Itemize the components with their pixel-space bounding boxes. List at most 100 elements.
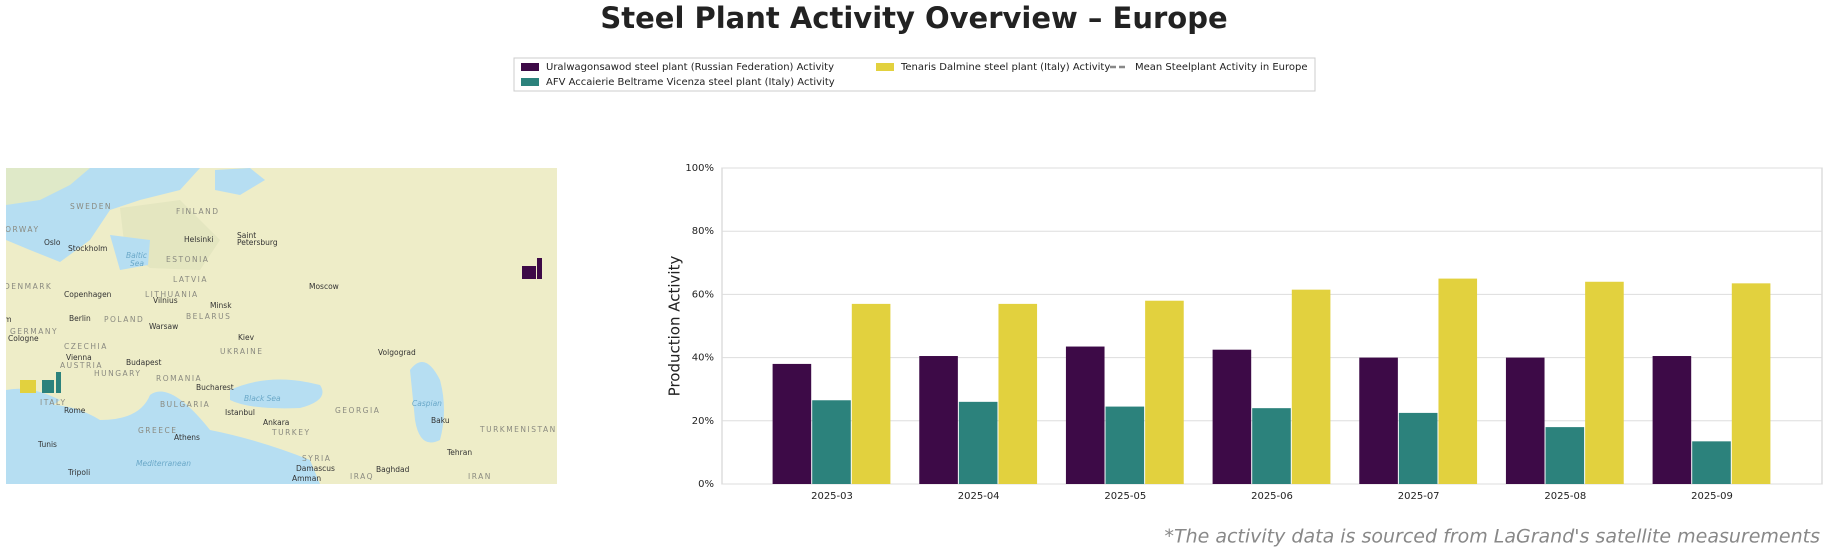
map-label: NORWAY <box>0 225 40 234</box>
map-label: Vilnius <box>153 296 178 305</box>
map-label: FINLAND <box>176 207 220 216</box>
map-label: Copenhagen <box>64 290 112 299</box>
bar <box>1252 408 1291 484</box>
map-label: Moscow <box>309 282 339 291</box>
map-label: AUSTRIA <box>60 361 103 370</box>
map-label: LATVIA <box>173 275 208 284</box>
map-label: GREECE <box>138 426 177 435</box>
plant-marker <box>42 372 61 393</box>
map-label: POLAND <box>104 315 144 324</box>
map-label: Baghdad <box>376 465 410 474</box>
legend-label: Tenaris Dalmine steel plant (Italy) Acti… <box>900 62 1110 73</box>
map-label: Kiev <box>238 333 255 342</box>
y-tick-label: 100% <box>685 163 714 174</box>
map-label: UKRAINE <box>220 347 264 356</box>
map-label: Black Sea <box>244 394 281 403</box>
map-label: Damascus <box>296 464 335 473</box>
map-label: ROMANIA <box>156 374 202 383</box>
bar <box>1359 357 1398 484</box>
bar <box>1652 356 1692 484</box>
map-label: Tunis <box>37 440 57 449</box>
plant-marker <box>20 380 36 393</box>
legend-swatch <box>521 78 539 86</box>
x-tick-label: 2025-05 <box>1104 491 1146 502</box>
legend-label: AFV Accaierie Beltrame Vicenza steel pla… <box>546 77 835 88</box>
map-label: DENMARK <box>4 282 52 291</box>
map-sea <box>110 235 150 270</box>
bar <box>1585 281 1624 484</box>
bar <box>1212 349 1252 484</box>
map-label: SWEDEN <box>70 202 112 211</box>
map-label: Bucharest <box>196 383 234 392</box>
bar <box>1291 289 1331 484</box>
map-label: CZECHIA <box>64 342 108 351</box>
map-label: GEORGIA <box>335 406 380 415</box>
map-label: Budapest <box>126 358 162 367</box>
y-tick-label: 80% <box>692 226 714 237</box>
map-label: Ankara <box>263 418 289 427</box>
x-tick-label: 2025-03 <box>811 491 853 502</box>
legend-swatch <box>521 63 539 71</box>
map-label: IRAQ <box>350 472 374 481</box>
map-label: ESTONIA <box>166 255 209 264</box>
bar <box>1438 278 1478 484</box>
bar <box>1145 300 1184 484</box>
x-tick-label: 2025-04 <box>958 491 1000 502</box>
map-label: Baltic <box>126 251 148 260</box>
map-label: LITHUANIA <box>145 290 199 299</box>
map-label: IRAN <box>468 472 492 481</box>
x-tick-label: 2025-09 <box>1691 491 1733 502</box>
bar <box>1398 412 1438 484</box>
map-land <box>6 168 90 205</box>
map-label: GERMANY <box>10 327 58 336</box>
map-label: Warsaw <box>149 322 178 331</box>
map-label: Baku <box>431 416 450 425</box>
map-label: Athens <box>174 433 200 442</box>
map-label: Tripoli <box>67 468 90 477</box>
bar <box>812 400 851 484</box>
plant-marker <box>522 258 542 279</box>
bar <box>919 356 958 484</box>
y-tick-label: 20% <box>692 416 714 427</box>
map-label: Istanbul <box>225 408 255 417</box>
map-label: Stockholm <box>68 244 108 253</box>
map-label: Amman <box>292 474 321 483</box>
map-label: Mediterranean <box>136 459 191 468</box>
bar <box>1065 346 1105 484</box>
map-sea <box>230 379 323 409</box>
legend <box>513 57 1316 92</box>
map-label: SYRIA <box>302 454 331 463</box>
map-label: HUNGARY <box>94 369 142 378</box>
y-tick-label: 0% <box>698 479 714 490</box>
bar <box>772 363 812 484</box>
map-label: Volgograd <box>378 348 416 357</box>
bar <box>998 303 1038 484</box>
map-label: Minsk <box>210 301 232 310</box>
bar <box>1105 406 1145 484</box>
y-axis-label: Production Activity <box>666 256 684 397</box>
map-sea <box>215 168 265 195</box>
map-label: BULGARIA <box>160 400 210 409</box>
bar <box>1692 441 1731 484</box>
map-label: Sea <box>130 259 144 268</box>
legend-label: Uralwagonsawod steel plant (Russian Fede… <box>546 62 834 73</box>
y-tick-label: 40% <box>692 353 714 364</box>
map-label: Berlin <box>69 314 91 323</box>
map-sea <box>410 362 444 443</box>
chart-title: Steel Plant Activity Overview – Europe <box>600 1 1227 35</box>
x-tick-label: 2025-08 <box>1544 491 1586 502</box>
map-label: Petersburg <box>237 238 278 247</box>
map-label: Rome <box>64 406 86 415</box>
bar <box>851 303 891 484</box>
legend-swatch <box>876 63 894 71</box>
map-label: TURKMENISTAN <box>479 425 557 434</box>
x-tick-label: 2025-06 <box>1251 491 1293 502</box>
map-sea <box>6 391 320 484</box>
map-label: Oslo <box>44 238 61 247</box>
bar <box>1545 427 1585 484</box>
map-sea <box>6 388 60 420</box>
map-label: Vienna <box>66 353 92 362</box>
map-label: BELARUS <box>186 312 231 321</box>
map-label: Cologne <box>8 334 39 343</box>
